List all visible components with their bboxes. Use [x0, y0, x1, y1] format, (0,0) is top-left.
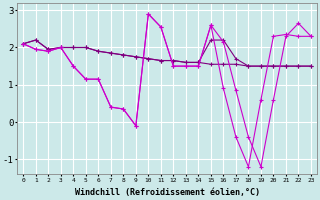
- X-axis label: Windchill (Refroidissement éolien,°C): Windchill (Refroidissement éolien,°C): [75, 188, 260, 197]
